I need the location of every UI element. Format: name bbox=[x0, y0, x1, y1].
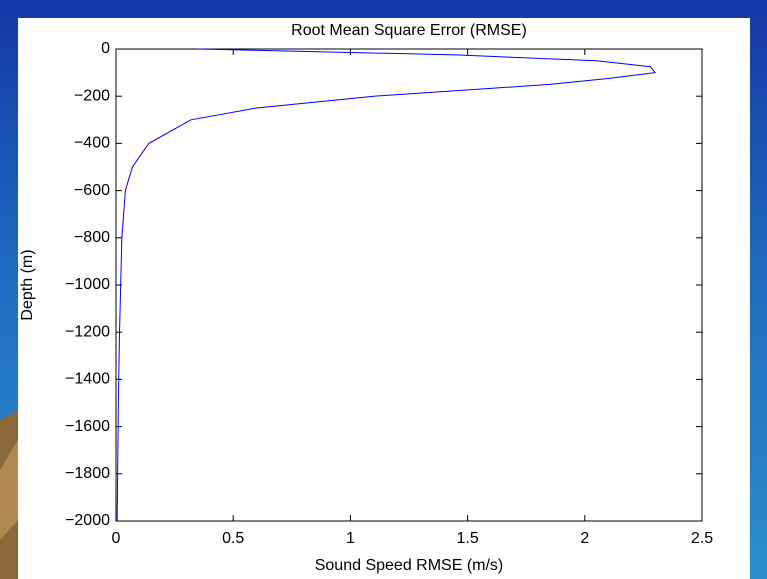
y-tick-label: −1600 bbox=[65, 418, 110, 435]
data-line bbox=[116, 48, 657, 522]
chart-title: Root Mean Square Error (RMSE) bbox=[291, 22, 527, 39]
y-tick-label: −400 bbox=[74, 135, 110, 152]
x-axis-label: Sound Speed RMSE (m/s) bbox=[315, 557, 504, 574]
y-axis-label: Depth (m) bbox=[19, 249, 36, 320]
y-tick-label: −1200 bbox=[65, 323, 110, 340]
decor-rock bbox=[0, 440, 18, 540]
y-tick-label: −1400 bbox=[65, 371, 110, 388]
y-tick-label: −1800 bbox=[65, 465, 110, 482]
x-tick-label: 2 bbox=[580, 530, 589, 547]
figure-area bbox=[18, 18, 750, 579]
y-tick-label: −800 bbox=[74, 229, 110, 246]
y-tick-label: 0 bbox=[101, 40, 110, 57]
x-tick-label: 0 bbox=[112, 530, 121, 547]
x-tick-label: 1 bbox=[346, 530, 355, 547]
y-tick-label: −600 bbox=[74, 182, 110, 199]
x-tick-label: 2.5 bbox=[691, 530, 713, 547]
y-tick-label: −1000 bbox=[65, 276, 110, 293]
x-tick-label: 1.5 bbox=[456, 530, 478, 547]
x-tick-label: 0.5 bbox=[222, 530, 244, 547]
y-tick-label: −2000 bbox=[65, 512, 110, 529]
y-tick-label: −200 bbox=[74, 87, 110, 104]
